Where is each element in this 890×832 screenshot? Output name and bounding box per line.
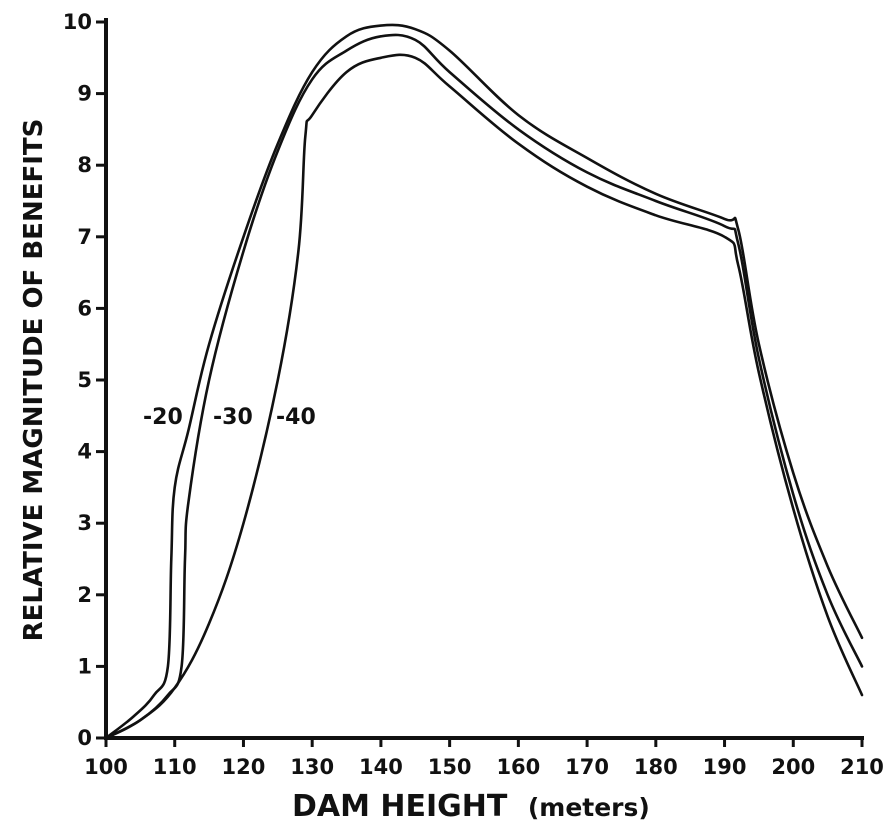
x-tick-label: 100	[84, 755, 128, 779]
x-tick-label: 200	[771, 755, 815, 779]
y-tick-label: 1	[77, 654, 92, 678]
curves	[104, 23, 864, 740]
y-tick-label: 6	[77, 296, 92, 320]
x-tick-label: 130	[290, 755, 334, 779]
x-axis-ticks: 100 110 120 130 140 150 160 170 180 190 200 210	[84, 738, 884, 779]
y-tick-label: 0	[77, 726, 92, 750]
y-tick-label: 9	[77, 82, 92, 106]
y-tick-label: 5	[77, 368, 92, 392]
y-tick-label: 7	[77, 225, 92, 249]
y-tick-label: 4	[77, 440, 92, 464]
y-tick-label: 10	[63, 10, 92, 34]
y-axis-title: RELATIVE MAGNITUDE OF BENEFITS	[19, 119, 49, 642]
x-tick-label: 140	[359, 755, 403, 779]
y-tick-label: 2	[77, 583, 92, 607]
y-axis-ticks: 0 1 2 3 4 5 6 7 8 9 10	[63, 10, 106, 750]
series-line-minus30	[104, 33, 864, 740]
x-tick-label: 120	[222, 755, 266, 779]
y-tick-label: 8	[77, 153, 92, 177]
series-line-minus40	[104, 53, 864, 740]
x-tick-label: 170	[565, 755, 609, 779]
x-axis-title-main: DAM HEIGHT	[292, 789, 508, 824]
y-tick-label: 3	[77, 511, 92, 535]
series-label-40: -40	[276, 405, 316, 430]
x-tick-label: 110	[153, 755, 197, 779]
series-line-minus20	[104, 23, 864, 740]
x-tick-label: 210	[840, 755, 884, 779]
x-tick-label: 160	[496, 755, 540, 779]
x-tick-label: 150	[428, 755, 472, 779]
x-tick-label: 190	[703, 755, 747, 779]
series-label-30: -30	[213, 405, 253, 430]
x-axis-title-unit: (meters)	[528, 793, 650, 822]
series-label-20: -20	[143, 405, 183, 430]
x-axis-title: DAM HEIGHT (meters)	[292, 789, 650, 824]
x-tick-label: 180	[634, 755, 678, 779]
